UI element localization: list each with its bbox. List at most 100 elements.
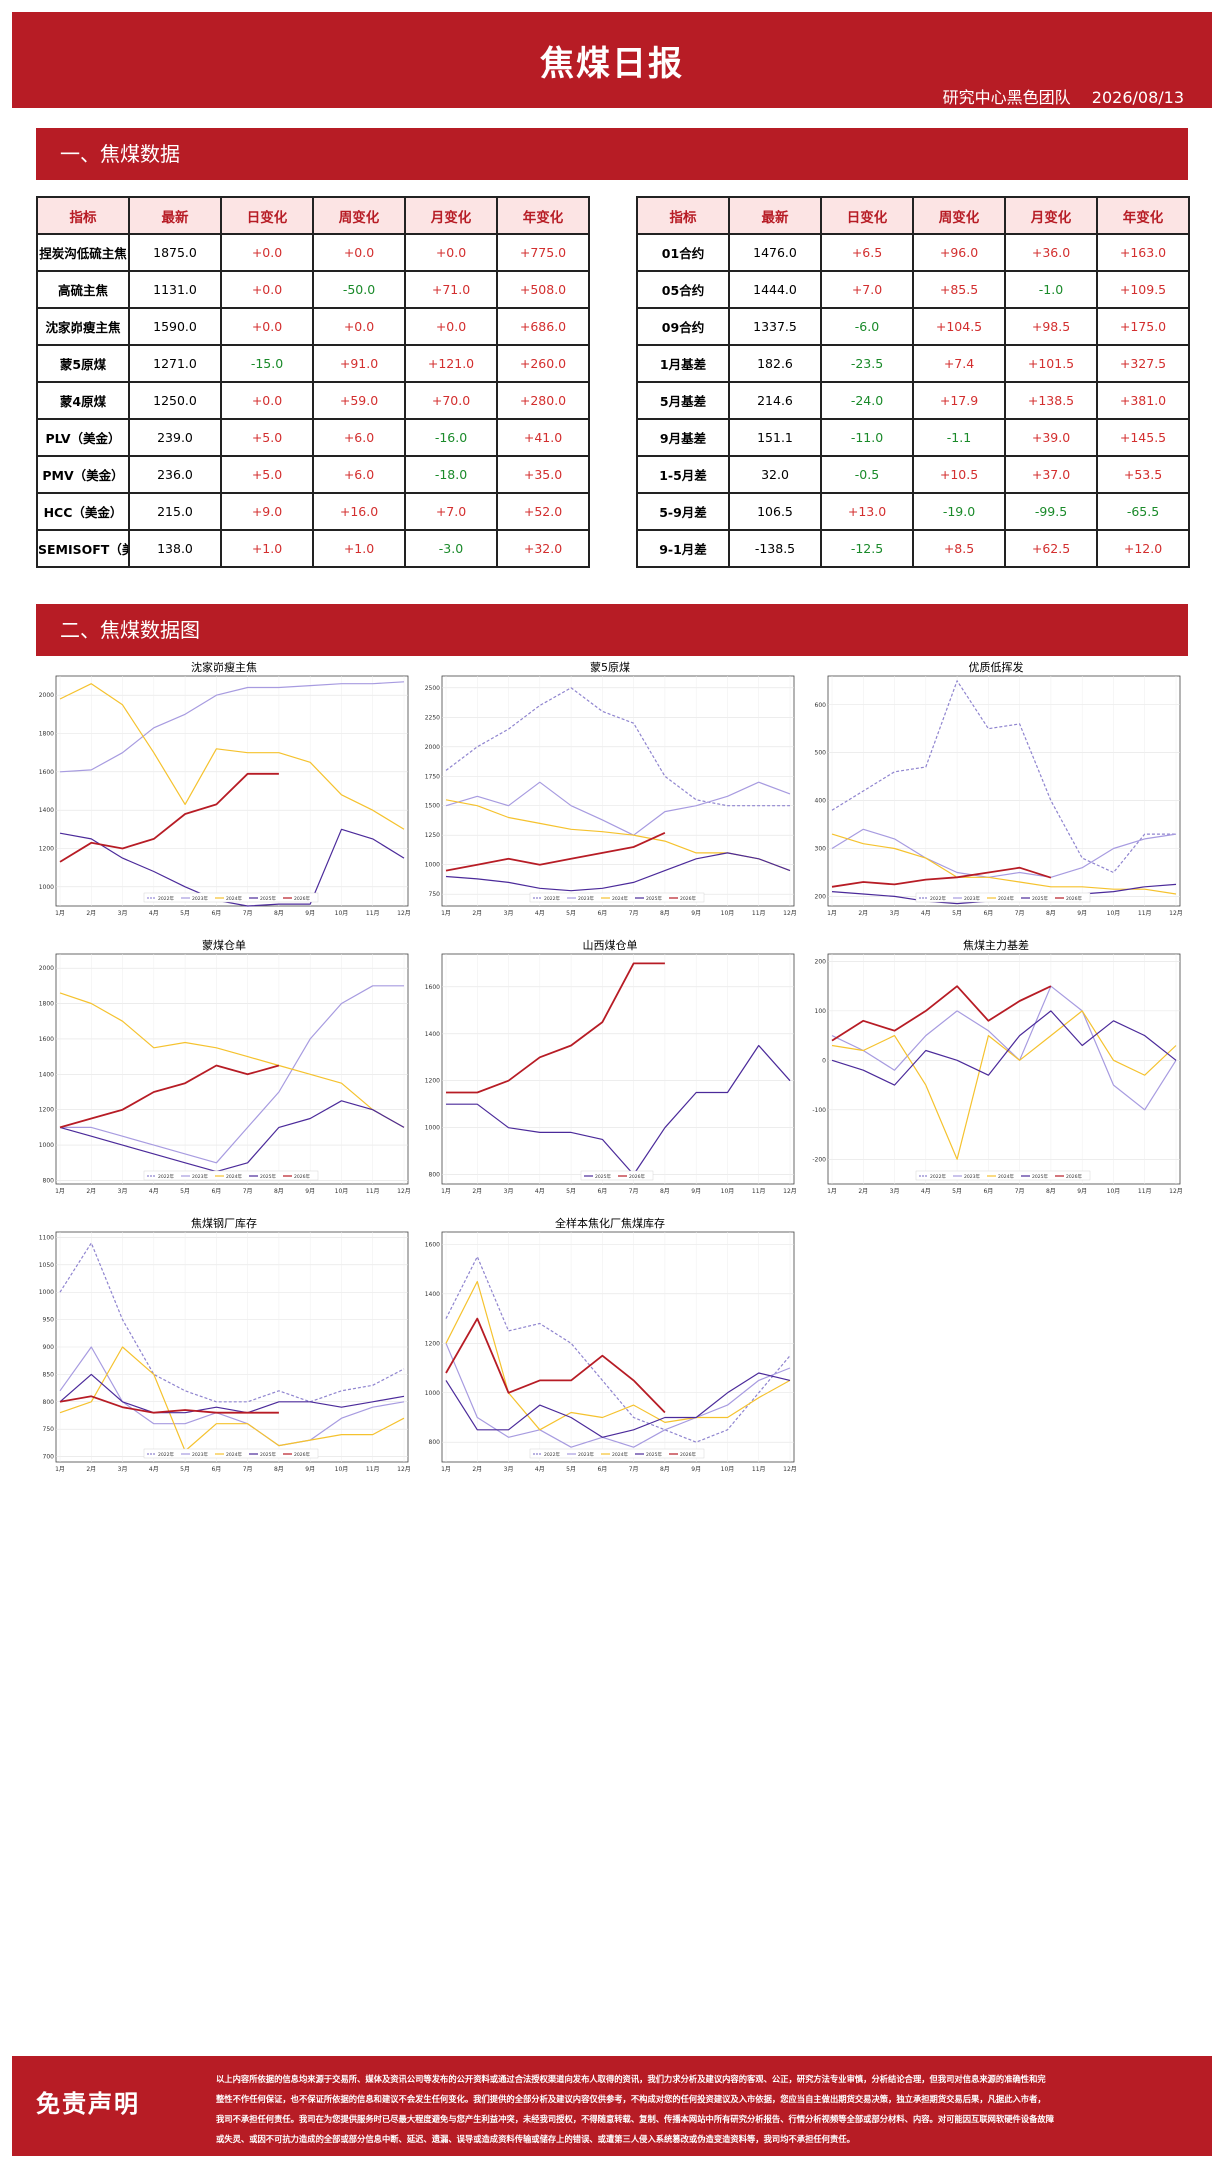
indicator-name: 高硫主焦 [36, 270, 130, 309]
indicator-name: HCC（美金） [36, 492, 130, 531]
change-value: +71.0 [404, 270, 498, 309]
change-value: -1.1 [912, 418, 1006, 457]
change-value: +53.5 [1096, 455, 1190, 494]
x-tick-label: 11月 [366, 910, 380, 917]
change-value: +6.0 [312, 455, 406, 494]
y-tick-label: 500 [815, 750, 827, 757]
x-tick-label: 12月 [397, 1188, 411, 1195]
report-date: 2026/08/13 [1091, 88, 1184, 107]
change-value: -65.5 [1096, 492, 1190, 531]
y-tick-label: 1200 [425, 1340, 440, 1347]
section-data-title: 一、焦煤数据 [36, 128, 1188, 180]
legend-label: 2024年 [612, 1451, 628, 1458]
y-tick-label: 1200 [39, 846, 54, 853]
latest-value: 1875.0 [128, 233, 222, 272]
table-row: 1-5月差 32.0 -0.5 +10.5 +37.0 +53.5 [636, 455, 1190, 494]
y-tick-label: 1400 [39, 807, 54, 814]
y-tick-label: 100 [815, 1008, 827, 1015]
latest-value: 151.1 [728, 418, 822, 457]
change-value: +686.0 [496, 307, 590, 346]
x-tick-label: 6月 [983, 1188, 993, 1195]
x-tick-label: 10月 [1107, 1188, 1121, 1195]
legend-label: 2025年 [260, 1173, 276, 1180]
chart-legend: 2022年 2023年 2024年 2025年 2026年 [529, 1448, 705, 1459]
latest-value: -138.5 [728, 529, 822, 568]
x-tick-label: 5月 [180, 1466, 190, 1473]
change-value: -0.5 [820, 455, 914, 494]
x-tick-label: 2月 [472, 1188, 482, 1195]
x-tick-label: 12月 [397, 910, 411, 917]
indicator-name: 9月基差 [636, 418, 730, 457]
change-value: +0.0 [220, 270, 314, 309]
series-line [445, 1317, 666, 1414]
x-tick-label: 9月 [691, 1466, 701, 1473]
column-header: 指标 [636, 196, 730, 235]
column-header: 月变化 [404, 196, 498, 235]
x-tick-label: 8月 [1046, 910, 1056, 917]
change-value: +0.0 [220, 381, 314, 420]
x-tick-label: 3月 [890, 1188, 900, 1195]
y-tick-label: 1750 [425, 773, 440, 780]
line-chart: 蒙煤仓单 800 1000 1200 1400 1600 1800 2000 1月 2月 3月 4月 5… [39, 938, 411, 1195]
x-tick-label: 5月 [566, 910, 576, 917]
column-header: 最新 [728, 196, 822, 235]
x-tick-label: 8月 [274, 910, 284, 917]
x-tick-label: 7月 [629, 1466, 639, 1473]
y-tick-label: 1200 [425, 1078, 440, 1085]
y-tick-label: 1000 [425, 1390, 440, 1397]
series-line [831, 1010, 1177, 1086]
y-tick-label: 1600 [425, 984, 440, 991]
series-line [59, 772, 279, 863]
change-value: +39.0 [1004, 418, 1098, 457]
change-value: +6.5 [820, 233, 914, 272]
y-tick-label: 850 [43, 1371, 55, 1378]
y-tick-label: 1250 [425, 832, 440, 839]
series-line [831, 985, 1177, 1111]
change-value: -19.0 [912, 492, 1006, 531]
x-tick-label: 3月 [504, 1466, 514, 1473]
x-tick-label: 12月 [397, 1466, 411, 1473]
x-tick-label: 9月 [305, 1188, 315, 1195]
x-tick-label: 2月 [86, 1466, 96, 1473]
line-chart: 焦煤钢厂库存 700 750 800 850 900 950 1000 1050 1100 1月 2月… [39, 1216, 411, 1473]
x-tick-label: 1月 [55, 1466, 65, 1473]
y-tick-label: 300 [815, 846, 827, 853]
x-tick-label: 2月 [472, 1466, 482, 1473]
series-line [59, 1395, 279, 1414]
legend-label: 2023年 [192, 895, 208, 902]
legend-label: 2025年 [595, 1173, 611, 1180]
disclaimer-body: 以上内容所依据的信息均来源于交易所、媒体及资讯公司等发布的公开资料或通过合法授权… [216, 2069, 1076, 2149]
series-line [59, 1242, 405, 1403]
y-tick-label: 800 [429, 1172, 441, 1179]
x-tick-label: 8月 [660, 910, 670, 917]
x-tick-label: 2月 [86, 1188, 96, 1195]
x-tick-label: 6月 [597, 1466, 607, 1473]
change-value: +98.5 [1004, 307, 1098, 346]
chart-legend: 2022年 2023年 2024年 2025年 2026年 [915, 1170, 1091, 1181]
change-value: +0.0 [404, 307, 498, 346]
y-tick-label: 900 [43, 1344, 55, 1351]
y-tick-label: 800 [43, 1399, 55, 1406]
change-value: +16.0 [312, 492, 406, 531]
change-value: +163.0 [1096, 233, 1190, 272]
table-row: 5-9月差 106.5 +13.0 -19.0 -99.5 -65.5 [636, 492, 1190, 531]
indicator-name: SEMISOFT（美金） [36, 529, 130, 568]
y-tick-label: 800 [429, 1439, 441, 1446]
chart-coking-plant-inventory: 全样本焦化厂焦煤库存 800 1000 1200 1400 1600 1月 2月 3月 4月 5月 6… [422, 1216, 798, 1478]
x-tick-label: 10月 [721, 910, 735, 917]
x-tick-label: 10月 [721, 1188, 735, 1195]
series-line [59, 1064, 280, 1129]
legend-label: 2026年 [294, 895, 310, 902]
change-value: +0.0 [220, 233, 314, 272]
x-tick-label: 12月 [783, 1188, 797, 1195]
change-value: +7.0 [404, 492, 498, 531]
indicator-name: 1-5月差 [636, 455, 730, 494]
change-value: +5.0 [220, 418, 314, 457]
disclaimer-line: 我司不承担任何责任。我司在为您提供服务时已尽最大程度避免与您产生利益冲突，未经我… [216, 2114, 1054, 2124]
x-tick-label: 4月 [535, 1188, 545, 1195]
latest-value: 106.5 [728, 492, 822, 531]
chart-steel-mill-inventory: 焦煤钢厂库存 700 750 800 850 900 950 1000 1050 1100 1月 2月… [36, 1216, 412, 1478]
x-tick-label: 9月 [305, 910, 315, 917]
x-tick-label: 11月 [752, 1466, 766, 1473]
change-value: +96.0 [912, 233, 1006, 272]
